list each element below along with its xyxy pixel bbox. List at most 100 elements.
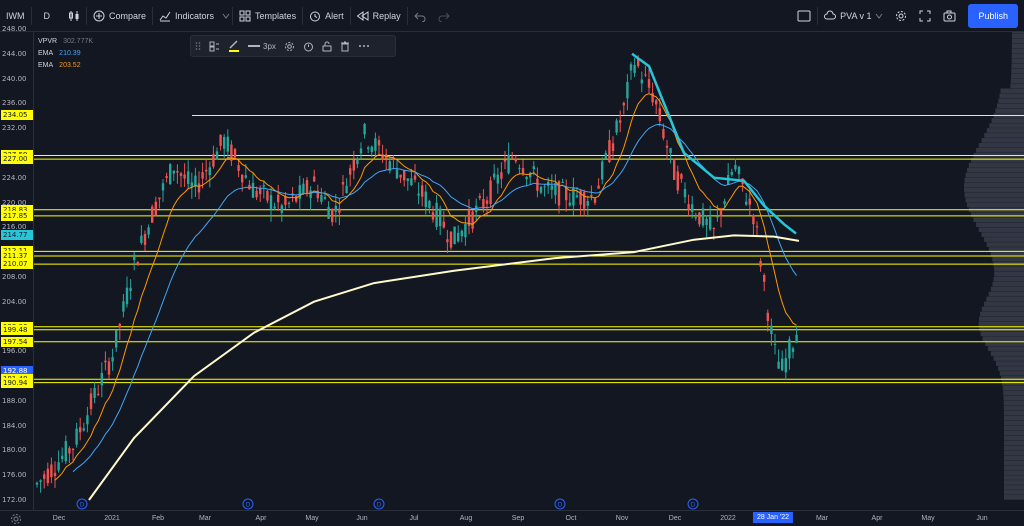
candle-body: [82, 428, 85, 431]
candle-body: [61, 455, 64, 460]
candle-body: [97, 393, 100, 395]
volume-profile-bar: [1002, 385, 1024, 391]
price-tick: 208.00: [2, 272, 27, 281]
line-width-button[interactable]: 3px: [248, 42, 276, 51]
time-axis[interactable]: Dec 2021 Feb Mar Apr May Jun Jul Aug Sep Oct Nov Dec…: [0, 510, 1024, 526]
candle-body: [241, 174, 244, 183]
volume-profile-bar: [978, 143, 1024, 148]
candle-body: [658, 108, 661, 122]
layout-name-button[interactable]: PVA v 1: [818, 0, 889, 32]
template-button[interactable]: [209, 41, 220, 52]
indicators-dropdown[interactable]: [220, 0, 232, 32]
indicators-button[interactable]: Indicators: [153, 0, 220, 32]
snapshot-button[interactable]: [937, 0, 962, 32]
candle-body: [176, 171, 179, 173]
legend-row[interactable]: EMA 203.52: [38, 60, 93, 72]
layout-name-label: PVA v 1: [840, 11, 872, 21]
candle-body: [133, 254, 136, 260]
candle-body: [305, 180, 309, 194]
legend-row[interactable]: EMA 210.39: [38, 48, 93, 60]
volume-profile-bar: [965, 197, 1024, 203]
compare-button[interactable]: Compare: [87, 0, 152, 32]
volume-profile-bar: [984, 133, 1024, 138]
candle-body: [125, 287, 129, 305]
gear-icon[interactable]: [10, 513, 22, 525]
fullscreen-button[interactable]: [913, 0, 937, 32]
time-tick: Nov: [615, 515, 629, 522]
symbol-button[interactable]: IWM: [0, 0, 31, 32]
volume-profile-bar: [1011, 58, 1024, 64]
camera-icon: [943, 10, 956, 22]
divider: [349, 6, 351, 25]
candle-body: [79, 427, 82, 433]
candle-body: [629, 64, 633, 71]
candle-body: [770, 325, 773, 335]
legend-row[interactable]: VPVR 302.777K: [38, 36, 93, 48]
price-tick: 216.00: [2, 223, 27, 232]
candle-body: [158, 197, 161, 200]
alert-label: Alert: [325, 10, 344, 21]
candle-body: [568, 202, 571, 206]
volume-profile-bar: [978, 316, 1024, 322]
candle-body: [244, 175, 247, 178]
candle-body: [53, 472, 57, 476]
more-button[interactable]: [358, 44, 370, 48]
candle-body: [795, 334, 798, 343]
time-tick: Dec: [52, 515, 66, 522]
time-tick: Apr: [871, 515, 883, 522]
replay-button[interactable]: Replay: [351, 0, 407, 32]
drawing-settings-button[interactable]: [284, 41, 295, 52]
interval-button[interactable]: D: [32, 0, 63, 32]
candle-body: [223, 136, 226, 149]
lock-button[interactable]: [322, 41, 332, 52]
symbol-label: IWM: [6, 10, 25, 21]
candle-body: [273, 206, 276, 209]
redo-button[interactable]: [432, 0, 456, 32]
candle-body: [608, 140, 611, 163]
volume-profile-bar: [971, 212, 1024, 218]
candle-body: [251, 182, 255, 198]
candle-body: [478, 196, 481, 198]
candle-body: [266, 190, 269, 201]
price-tick: 232.00: [2, 124, 27, 133]
drag-handle[interactable]: [195, 41, 201, 51]
volume-profile-bar: [1011, 38, 1024, 44]
line-color-button[interactable]: [228, 40, 240, 52]
delete-button[interactable]: [340, 41, 350, 52]
price-level-label: 214.77: [1, 229, 33, 240]
undo-button[interactable]: [408, 0, 432, 32]
compare-label: Compare: [109, 10, 147, 21]
chevron-down-icon: [222, 13, 230, 19]
volume-profile-bar: [1003, 415, 1024, 421]
alert-button[interactable]: Alert: [303, 0, 350, 32]
candle-body: [46, 468, 49, 484]
volume-profile-bar: [967, 202, 1024, 208]
candles-icon: [69, 10, 79, 21]
candle-body: [489, 180, 492, 204]
volume-profile-bar: [1003, 390, 1024, 396]
candle-body: [313, 176, 316, 182]
volume-profile-bar: [1003, 395, 1024, 401]
templates-button[interactable]: Templates: [233, 0, 302, 32]
price-level-label: 199.48: [1, 324, 33, 335]
candle-body: [467, 209, 471, 226]
candle-body: [435, 202, 438, 227]
candle-body: [201, 172, 204, 179]
replay-icon: [356, 10, 369, 21]
candle-body: [525, 176, 528, 180]
alert-drawing-button[interactable]: [303, 41, 314, 52]
volume-profile-bar: [1000, 88, 1024, 94]
redo-icon: [438, 12, 450, 22]
candle-body: [399, 174, 402, 178]
price-tick: 236.00: [2, 99, 27, 108]
candle-body: [151, 206, 154, 223]
price-axis[interactable]: 248.00244.00240.00236.00232.00228.00224.…: [0, 25, 34, 510]
publish-button[interactable]: Publish: [968, 4, 1018, 28]
chart-type-button[interactable]: [62, 0, 86, 32]
candle-body: [471, 211, 474, 229]
settings-button[interactable]: [889, 0, 913, 32]
layout-button[interactable]: [791, 0, 817, 32]
price-tick: 244.00: [2, 49, 27, 58]
